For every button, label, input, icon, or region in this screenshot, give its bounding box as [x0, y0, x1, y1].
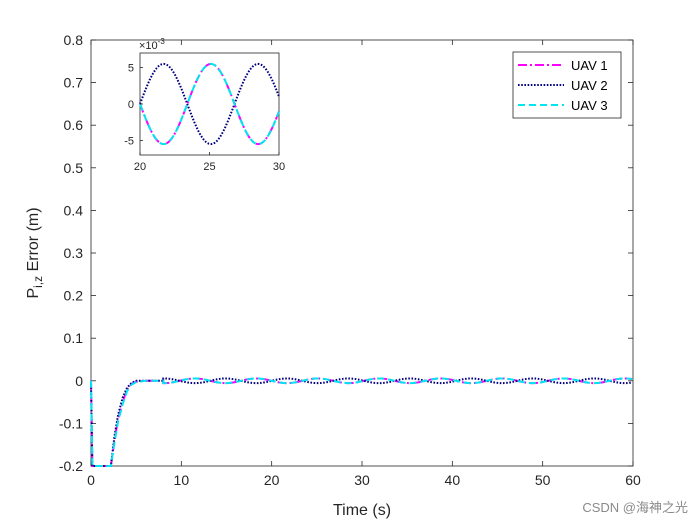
- y-tick-label: 0.3: [64, 245, 84, 261]
- main-y-ticks: -0.2 -0.1 0 0.1 0.2 0.3 0.4 0.5 0.6 0.7 0.8: [59, 32, 633, 474]
- y-tick-label: 0.2: [64, 288, 84, 304]
- legend-label-uav-2: UAV 2: [571, 78, 608, 93]
- y-axis-label-subscript: i,z: [31, 276, 45, 288]
- inset-exponent-label: ×10-3: [139, 37, 165, 52]
- y-tick-label: -0.2: [59, 458, 83, 474]
- inset-y-tick-label: 0: [128, 99, 134, 111]
- y-axis-label-tail: Error (m): [25, 207, 42, 275]
- x-tick-label: 50: [535, 472, 551, 488]
- inset-plot-frame: [139, 52, 280, 156]
- x-tick-label: 60: [625, 472, 641, 488]
- y-tick-label: 0.7: [64, 75, 84, 91]
- y-tick-label: 0.1: [64, 330, 84, 346]
- y-tick-label: 0.8: [64, 32, 84, 48]
- x-tick-label: 40: [445, 472, 461, 488]
- y-tick-label: 0: [75, 373, 83, 389]
- inset-exponent-base: ×10: [139, 40, 158, 52]
- x-tick-label: 0: [87, 472, 95, 488]
- y-tick-label: 0.6: [64, 117, 84, 133]
- x-tick-label: 10: [174, 472, 190, 488]
- inset-x-tick-label: 30: [273, 161, 285, 173]
- inset-series-line-uav-3: [139, 62, 280, 146]
- x-tick-label: 20: [264, 472, 280, 488]
- y-tick-label: -0.1: [59, 415, 83, 431]
- inset-series-lines: [139, 62, 280, 146]
- series-line-uav-3: [90, 377, 633, 467]
- main-x-ticks: 0 10 20 30 40 50 60: [87, 40, 641, 488]
- y-tick-label: 0.4: [64, 202, 84, 218]
- inset-y-ticks: -5 0 5: [124, 63, 143, 147]
- legend: UAV 1 UAV 2 UAV 3: [512, 51, 622, 119]
- inset-x-tick-label: 20: [134, 161, 146, 173]
- x-axis-label: Time (s): [333, 502, 391, 519]
- inset-y-tick-label: -5: [124, 135, 134, 147]
- inset-series-line-uav-2: [139, 62, 280, 146]
- y-tick-label: 0.5: [64, 160, 84, 176]
- legend-label-uav-3: UAV 3: [571, 98, 608, 113]
- main-series-lines: [90, 377, 633, 467]
- inset-axes: 20 25 30 -5 0 5 ×10-3: [124, 37, 285, 173]
- inset-y-tick-label: 5: [128, 63, 134, 75]
- inset-x-ticks: 20 25 30: [134, 152, 285, 173]
- legend-items: UAV 1 UAV 2 UAV 3: [518, 58, 608, 113]
- x-tick-label: 30: [354, 472, 370, 488]
- inset-exponent-power: -3: [158, 37, 166, 46]
- y-axis-label: Pi,z Error (m): [25, 207, 45, 298]
- inset-x-tick-label: 25: [203, 161, 215, 173]
- legend-label-uav-1: UAV 1: [571, 58, 608, 73]
- watermark: CSDN @海神之光: [582, 500, 688, 515]
- y-axis-label-main: P: [25, 288, 42, 299]
